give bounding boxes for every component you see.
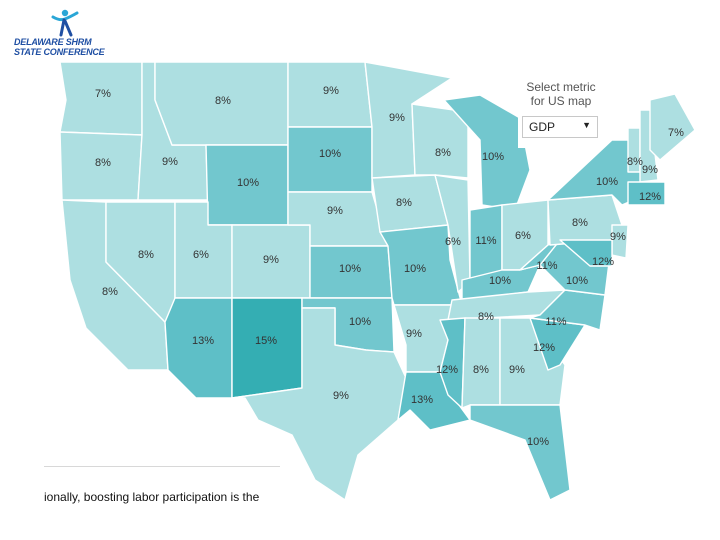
state-label-or: 8%	[95, 157, 111, 169]
state-label-nj: 9%	[610, 231, 626, 243]
state-az[interactable]	[164, 297, 233, 399]
state-me[interactable]	[649, 93, 696, 161]
state-label-ny: 10%	[596, 176, 618, 188]
state-label-oh: 6%	[515, 230, 531, 242]
state-label-co: 9%	[263, 254, 279, 266]
metric-title-line-1: Select metric	[526, 80, 596, 94]
caption-divider	[44, 466, 280, 467]
state-md[interactable]	[559, 239, 613, 267]
state-nm[interactable]	[231, 297, 303, 399]
state-mi[interactable]	[443, 94, 531, 211]
state-label-mt: 8%	[215, 95, 231, 107]
state-tx[interactable]	[231, 307, 407, 501]
state-label-in: 11%	[475, 235, 496, 247]
metric-dropdown[interactable]: GDP ▼	[522, 116, 598, 138]
state-label-sd: 10%	[319, 148, 341, 160]
state-label-mi: 10%	[482, 151, 504, 163]
state-label-mo: 10%	[404, 263, 426, 275]
runner-figure-icon	[51, 9, 79, 37]
caret-down-icon: ▼	[582, 120, 591, 130]
caption-panel: ionally, boosting labor participation is…	[44, 466, 280, 508]
state-label-va: 10%	[566, 275, 588, 287]
state-nh[interactable]	[639, 109, 659, 183]
state-label-ms: 12%	[436, 364, 458, 376]
state-label-la: 13%	[411, 394, 433, 406]
state-label-ar: 9%	[406, 328, 422, 340]
state-label-ut: 6%	[193, 249, 209, 261]
logo-line-2: STATE CONFERENCE	[14, 47, 105, 57]
state-label-az: 13%	[192, 335, 214, 347]
logo-line-1: DELAWARE SHRM	[14, 37, 92, 47]
state-label-sc: 12%	[533, 342, 555, 354]
state-label-ga: 9%	[509, 364, 525, 376]
state-label-ia: 8%	[396, 197, 412, 209]
state-label-wv: 11%	[536, 260, 557, 272]
state-label-pa: 8%	[572, 217, 588, 229]
state-label-ca: 8%	[102, 286, 118, 298]
state-label-vt: 8%	[627, 156, 643, 168]
state-label-fl: 10%	[527, 436, 549, 448]
state-al[interactable]	[461, 317, 501, 409]
state-fl[interactable]	[469, 404, 571, 501]
state-label-id: 9%	[162, 156, 178, 168]
caption-text: ionally, boosting labor participation is…	[44, 490, 260, 504]
state-label-ne: 9%	[327, 205, 343, 217]
state-label-nv: 8%	[138, 249, 154, 261]
state-label-nd: 9%	[323, 85, 339, 97]
state-label-wi: 8%	[435, 147, 451, 159]
state-label-nc: 11%	[545, 316, 566, 328]
state-label-ky: 10%	[489, 275, 511, 287]
metric-selector: Select metric for US map GDP ▼	[518, 76, 604, 148]
state-label-tn: 8%	[478, 311, 494, 323]
metric-dropdown-value: GDP	[529, 120, 556, 134]
state-label-ks: 10%	[339, 263, 361, 275]
metric-selector-title: Select metric for US map	[518, 80, 604, 108]
delaware-shrm-logo: DELAWARE SHRM STATE CONFERENCE	[14, 8, 105, 60]
state-ga[interactable]	[499, 317, 566, 406]
state-label-mn: 9%	[389, 112, 405, 124]
state-label-tx: 9%	[333, 390, 349, 402]
state-label-nh: 9%	[642, 164, 658, 176]
state-label-wy: 10%	[237, 177, 259, 189]
us-map-svg: 7%8%8%9%8%8%10%6% 9%13% 15%9%10%9%10%10%9%…	[59, 61, 696, 501]
state-label-nm: 15%	[255, 335, 277, 347]
us-map: 7% 8% 8% 9% 8% 8% 10% 6% 9% 13% 15% 9% 10% 9% 10% 10% 9%…	[44, 58, 720, 508]
state-label-wa: 7%	[95, 88, 111, 100]
state-label-md: 12%	[592, 256, 614, 268]
state-label-ma: 12%	[639, 191, 661, 203]
state-label-il: 6%	[445, 236, 461, 248]
metric-title-line-2: for US map	[530, 94, 592, 108]
state-label-al: 8%	[473, 364, 489, 376]
state-label-me: 7%	[668, 127, 684, 139]
state-label-ok: 10%	[349, 316, 371, 328]
state-ma[interactable]	[627, 181, 666, 206]
